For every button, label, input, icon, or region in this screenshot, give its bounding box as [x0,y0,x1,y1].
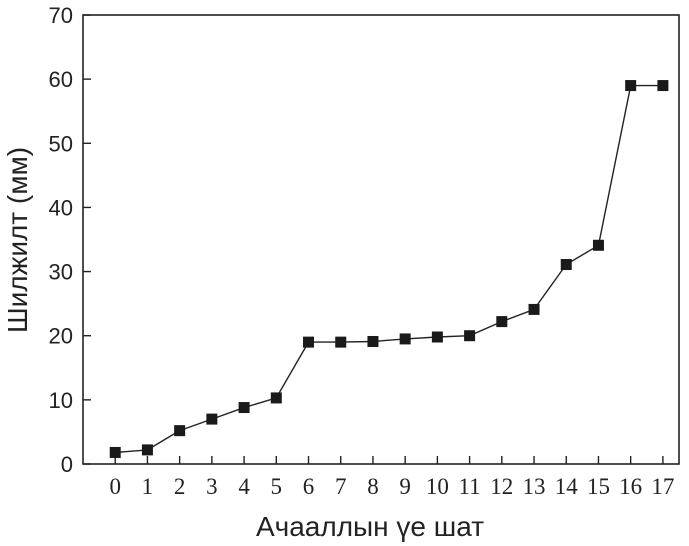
data-point [270,392,282,404]
data-point [560,259,572,271]
x-tick-label: 13 [523,474,546,499]
data-point [625,80,637,92]
y-tick-label: 0 [61,452,73,477]
series-line [115,84,663,454]
x-tick-label: 0 [109,474,121,499]
data-point [206,413,218,425]
y-tick-label: 10 [49,388,73,413]
x-tick-label: 16 [619,474,642,499]
data-point [464,330,476,342]
x-tick-label: 9 [399,474,411,499]
x-tick-label: 4 [238,474,250,499]
data-point [367,335,379,347]
data-point [528,303,540,315]
y-tick-label: 30 [49,260,73,285]
y-tick-label: 60 [49,67,73,92]
x-tick-label: 14 [555,474,579,499]
x-tick-label: 12 [490,474,513,499]
data-point [496,316,508,328]
x-tick-label: 17 [651,474,674,499]
x-axis-label: Ачааллын үе шат [256,511,484,542]
data-point [141,444,153,456]
data-point [303,336,315,348]
data-point [592,239,604,251]
x-tick-label: 2 [174,474,186,499]
y-tick-label: 50 [49,131,73,156]
data-point [174,425,186,437]
x-tick-label: 7 [335,474,347,499]
data-point [335,336,347,348]
x-tick-label: 10 [426,474,449,499]
data-point [238,402,250,414]
data-point [109,446,121,458]
y-axis: 0 10 20 30 40 50 60 70 [49,3,91,477]
y-tick-label: 20 [49,324,73,349]
x-axis: 0 1 2 3 4 5 6 7 8 9 10 11 12 13 14 15 16 17 [109,456,674,499]
data-point [657,80,669,92]
x-tick-label: 6 [303,474,315,499]
data-point [431,331,443,343]
y-tick-label: 40 [49,195,73,220]
x-tick-label: 5 [271,474,283,499]
x-tick-label: 15 [587,474,610,499]
x-tick-label: 3 [206,474,218,499]
plot-frame [82,14,680,465]
x-tick-label: 1 [142,474,154,499]
data-point [399,333,411,345]
x-tick-label: 11 [459,474,481,499]
y-axis-label: Шилжилт (мм) [2,147,33,333]
x-tick-label: 8 [367,474,379,499]
y-tick-label: 70 [49,3,73,28]
data-series [109,80,669,458]
